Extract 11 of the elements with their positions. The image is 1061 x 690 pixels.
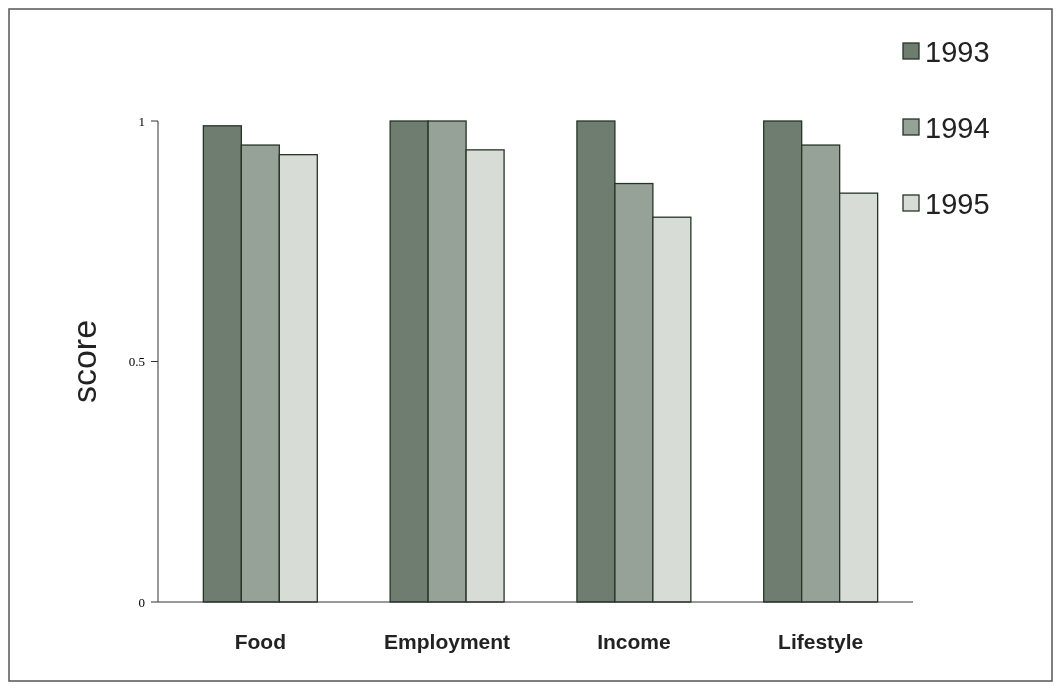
y-axis-title: score — [65, 319, 103, 404]
y-tick-label: 1 — [138, 113, 145, 129]
x-tick-label: Income — [597, 630, 671, 653]
legend-label: 1994 — [925, 112, 990, 145]
x-tick-label: Employment — [384, 630, 511, 653]
x-tick-label: Lifestyle — [778, 630, 864, 653]
legend-label: 1993 — [925, 36, 990, 69]
y-tick-label: 0.5 — [128, 354, 145, 370]
x-tick-label: Food — [234, 630, 286, 653]
legend-label: 1995 — [925, 188, 990, 221]
y-tick-label: 0 — [138, 594, 145, 610]
